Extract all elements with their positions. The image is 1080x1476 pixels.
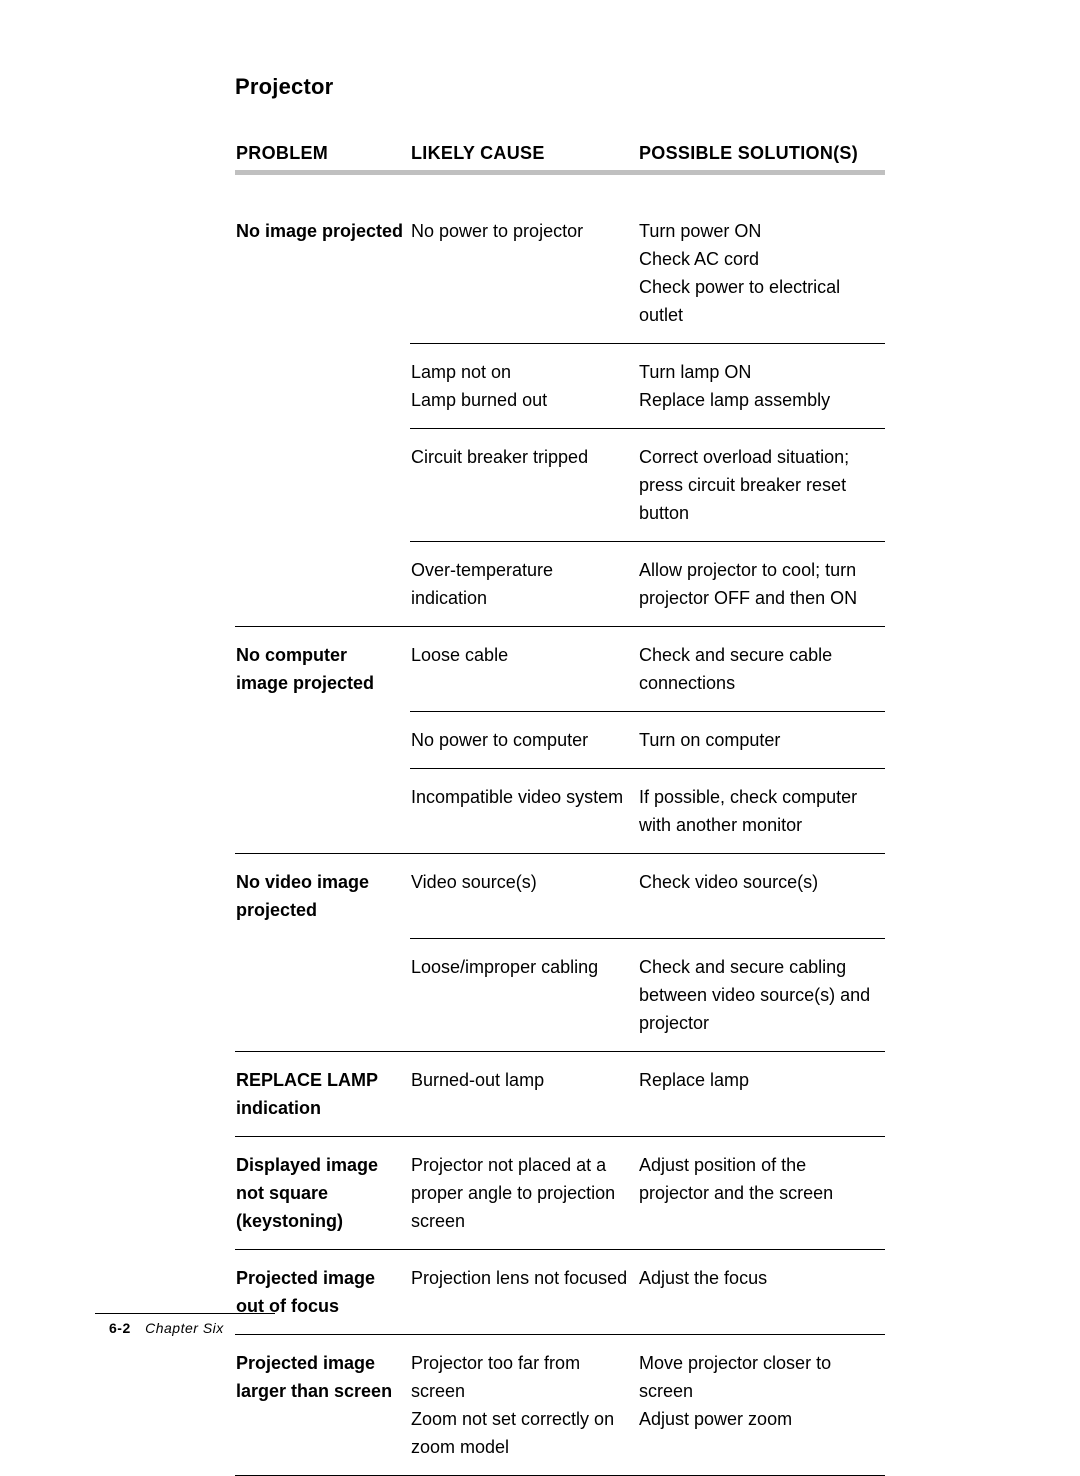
page-footer: 6-2 Chapter Six: [95, 1313, 275, 1336]
table-row: REPLACE LAMP indicationBurned-out lampRe…: [235, 1051, 885, 1136]
table-cell: Burned-out lamp: [410, 1051, 638, 1136]
table-cell: Check video source(s): [638, 854, 885, 939]
table-cell: Incompatible video system: [410, 769, 638, 854]
table-cell: [235, 769, 410, 854]
table-cell: If possible, check computer with another…: [638, 769, 885, 854]
troubleshooting-table: PROBLEM LIKELY CAUSE POSSIBLE SOLUTION(S…: [235, 142, 885, 1476]
col-header-cause: LIKELY CAUSE: [410, 142, 638, 173]
table-row: Displayed image not square (keystoning)P…: [235, 1136, 885, 1249]
table-row: No image projectedNo power to projectorT…: [235, 203, 885, 344]
table-cell: Turn on computer: [638, 712, 885, 769]
table-cell: No power to computer: [410, 712, 638, 769]
table-cell: REPLACE LAMP indication: [235, 1051, 410, 1136]
table-cell: Adjust the focus: [638, 1249, 885, 1334]
table-cell: Adjust position of the projector and the…: [638, 1136, 885, 1249]
table-cell: Projector not placed at a proper angle t…: [410, 1136, 638, 1249]
table-cell: [235, 542, 410, 627]
table-cell: No power to projector: [410, 203, 638, 344]
table-cell: Over-temperature indication: [410, 542, 638, 627]
table-header-row: PROBLEM LIKELY CAUSE POSSIBLE SOLUTION(S…: [235, 142, 885, 173]
table-bottom-rule: [235, 1475, 885, 1476]
header-rule: [235, 173, 885, 204]
table-cell: Replace lamp: [638, 1051, 885, 1136]
table-row: Lamp not onLamp burned outTurn lamp ONRe…: [235, 344, 885, 429]
table-cell: No computer image projected: [235, 627, 410, 712]
table-cell: Projected image larger than screen: [235, 1334, 410, 1475]
table-row: No power to computerTurn on computer: [235, 712, 885, 769]
table-row: Projected image larger than screenProjec…: [235, 1334, 885, 1475]
table-cell: Turn power ONCheck AC cordCheck power to…: [638, 203, 885, 344]
table-cell: No image projected: [235, 203, 410, 344]
chapter-label: Chapter Six: [145, 1320, 224, 1336]
table-cell: Allow projector to cool; turn projector …: [638, 542, 885, 627]
table-cell: Turn lamp ONReplace lamp assembly: [638, 344, 885, 429]
table-cell: [235, 344, 410, 429]
table-cell: [235, 712, 410, 769]
page: Projector PROBLEM LIKELY CAUSE POSSIBLE …: [0, 0, 1080, 1476]
table-row: Circuit breaker trippedCorrect overload …: [235, 429, 885, 542]
col-header-problem: PROBLEM: [235, 142, 410, 173]
table-row: Loose/improper cablingCheck and secure c…: [235, 938, 885, 1051]
table-cell: Displayed image not square (keystoning): [235, 1136, 410, 1249]
col-header-solution: POSSIBLE SOLUTION(S): [638, 142, 885, 173]
table-cell: [235, 429, 410, 542]
table-cell: Check and secure cabling between video s…: [638, 938, 885, 1051]
table-cell: Projector too far from screenZoom not se…: [410, 1334, 638, 1475]
table-cell: Check and secure cable connections: [638, 627, 885, 712]
table-cell: Move projector closer to screenAdjust po…: [638, 1334, 885, 1475]
table-row: No video image projectedVideo source(s)C…: [235, 854, 885, 939]
table-cell: Projection lens not focused: [410, 1249, 638, 1334]
section-title: Projector: [235, 74, 885, 100]
table-cell: Loose/improper cabling: [410, 938, 638, 1051]
table-cell: Loose cable: [410, 627, 638, 712]
table-cell: No video image projected: [235, 854, 410, 939]
table-cell: Circuit breaker tripped: [410, 429, 638, 542]
table-cell: [235, 938, 410, 1051]
footer-line: 6-2 Chapter Six: [95, 1320, 275, 1336]
table-cell: Lamp not onLamp burned out: [410, 344, 638, 429]
table-cell: Video source(s): [410, 854, 638, 939]
table-row: No computer image projectedLoose cableCh…: [235, 627, 885, 712]
footer-rule: [95, 1313, 275, 1314]
table-body: No image projectedNo power to projectorT…: [235, 173, 885, 1476]
page-number: 6-2: [109, 1320, 131, 1336]
table-row: Projected image out of focusProjection l…: [235, 1249, 885, 1334]
table-row: Over-temperature indicationAllow project…: [235, 542, 885, 627]
table-row: Incompatible video systemIf possible, ch…: [235, 769, 885, 854]
table-cell: Correct overload situation; press circui…: [638, 429, 885, 542]
